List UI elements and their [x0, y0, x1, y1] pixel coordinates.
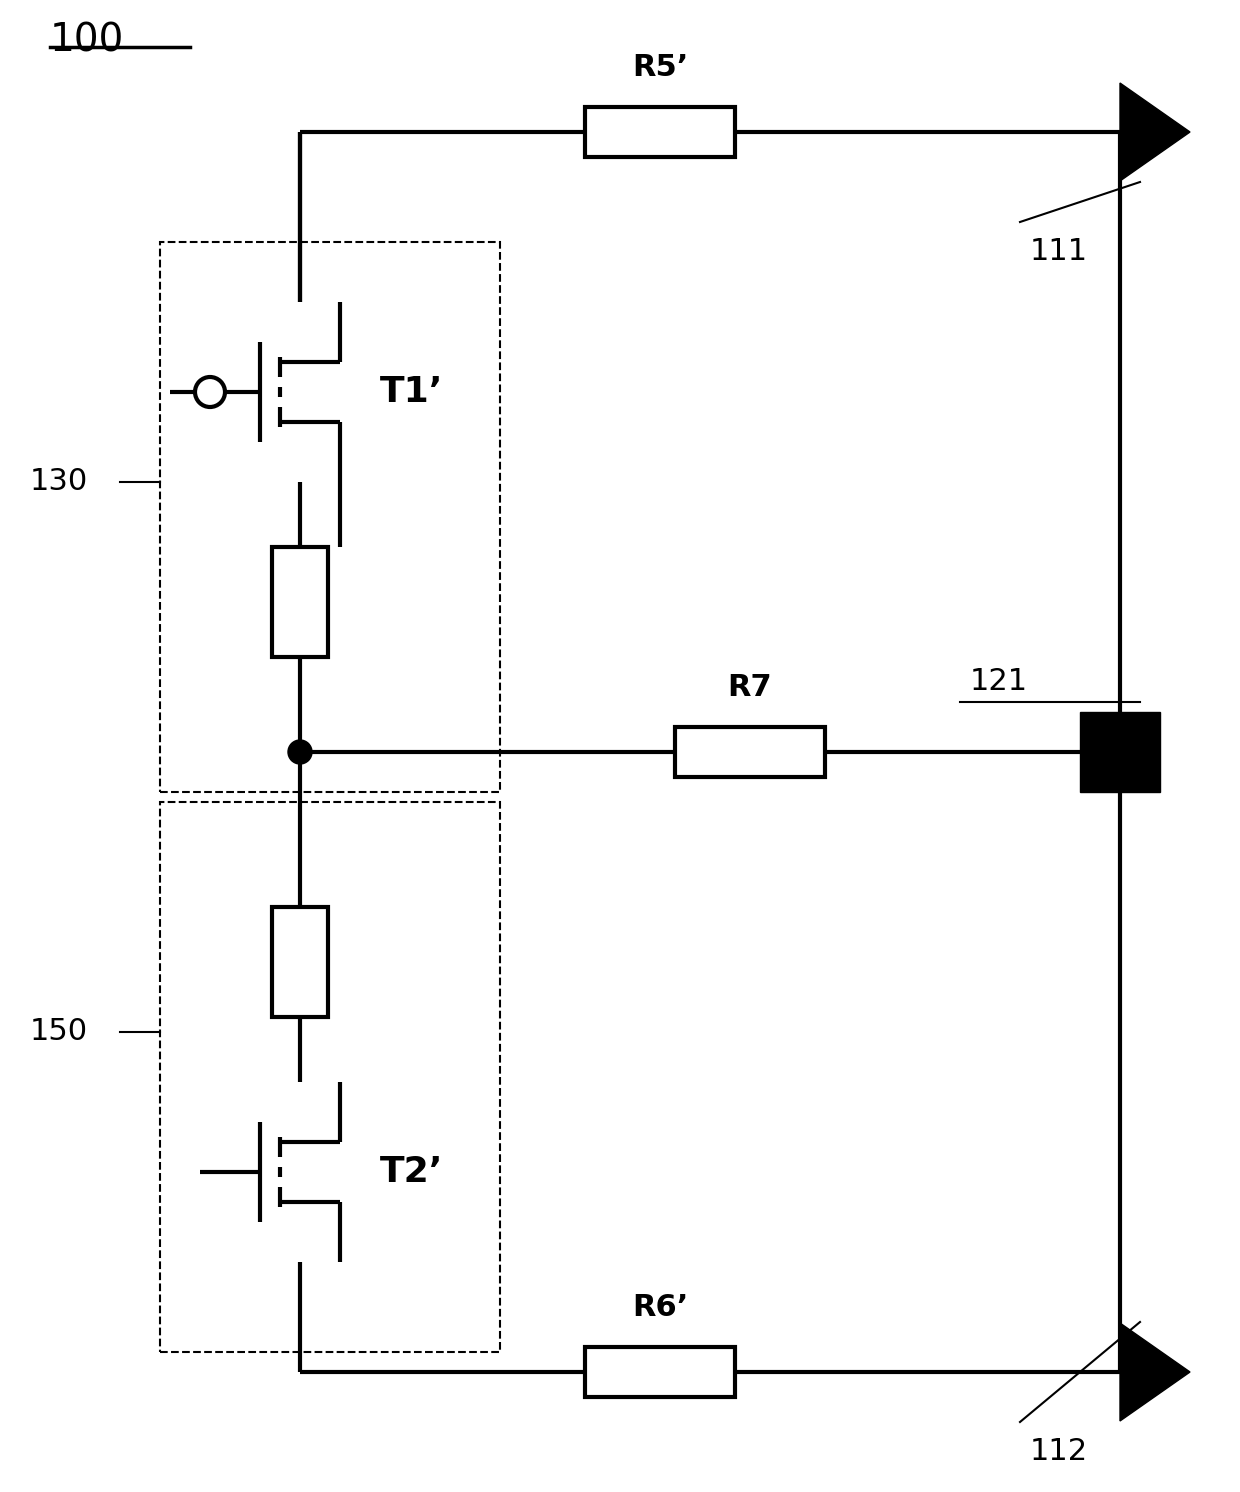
Polygon shape [1120, 1323, 1190, 1420]
Text: T2’: T2’ [379, 1155, 444, 1189]
Text: R6’: R6’ [632, 1294, 688, 1322]
Text: 112: 112 [1030, 1437, 1089, 1467]
Bar [272, 548, 329, 656]
Text: 121: 121 [970, 667, 1028, 697]
Text: R7: R7 [728, 673, 773, 703]
Bar [160, 803, 500, 1352]
Text: T1’: T1’ [379, 374, 444, 409]
Bar [585, 1347, 735, 1397]
Bar [272, 907, 329, 1018]
Text: 100: 100 [50, 22, 124, 60]
Bar [1080, 712, 1159, 792]
Text: 150: 150 [30, 1018, 88, 1046]
Text: 130: 130 [30, 467, 88, 497]
Circle shape [288, 740, 312, 764]
Bar [675, 727, 825, 777]
Bar [585, 107, 735, 157]
Bar [160, 242, 500, 792]
Polygon shape [1120, 84, 1190, 181]
Text: R5’: R5’ [632, 54, 688, 82]
Text: 111: 111 [1030, 237, 1089, 267]
